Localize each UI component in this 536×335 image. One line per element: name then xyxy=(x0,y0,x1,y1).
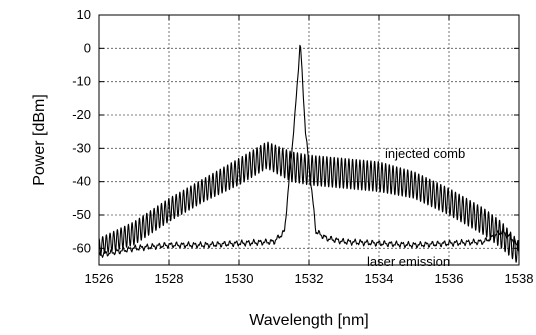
x-tick-label: 1528 xyxy=(155,271,184,286)
y-axis-title: Power [dBm] xyxy=(31,94,48,186)
x-tick-label: 1532 xyxy=(295,271,324,286)
y-tick-label: -30 xyxy=(72,140,91,155)
x-tick-label: 1536 xyxy=(435,271,464,286)
y-tick-label: 10 xyxy=(77,7,91,22)
x-tick-label: 1538 xyxy=(505,271,534,286)
series-layer xyxy=(98,44,520,263)
tick-labels: 1526 1528 1530 1532 1534 1536 1538 10 0 -10 -20 -30… xyxy=(72,7,533,286)
annotation-injected-comb: injected comb xyxy=(385,146,465,161)
y-tick-label: 0 xyxy=(84,40,91,55)
x-axis-title: Wavelength [nm] xyxy=(249,312,368,329)
x-tick-label: 1526 xyxy=(85,271,114,286)
annotation-laser-emission: laser emission xyxy=(367,254,450,269)
x-tick-label: 1534 xyxy=(365,271,394,286)
y-tick-label: -60 xyxy=(72,240,91,255)
axis-ticks xyxy=(98,14,520,265)
x-tick-label: 1530 xyxy=(225,271,254,286)
series-laser-emission xyxy=(98,44,520,258)
grid-lines xyxy=(99,15,519,265)
y-tick-label: -50 xyxy=(72,207,91,222)
y-tick-label: -20 xyxy=(72,107,91,122)
y-tick-label: -10 xyxy=(72,74,91,89)
y-tick-label: -40 xyxy=(72,174,91,189)
